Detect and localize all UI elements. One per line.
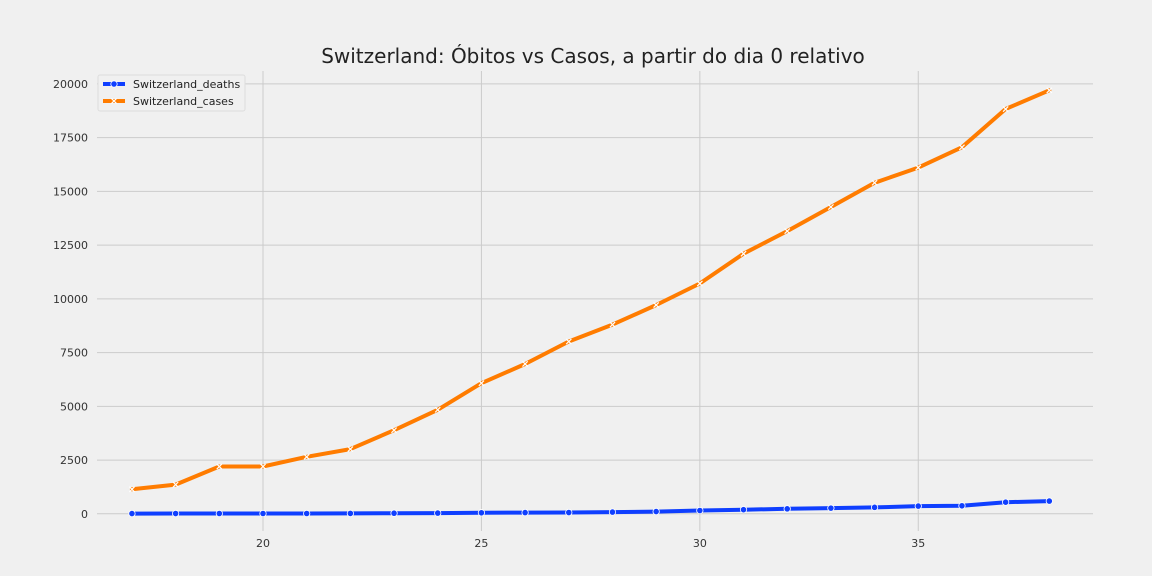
data-point [783, 505, 791, 513]
legend-box [97, 74, 246, 112]
legend-label: Switzerland_deaths [133, 78, 240, 91]
data-point [827, 504, 835, 512]
series-line [129, 499, 1052, 516]
axis-tick-labels: 0 2500 5000 7500 10000 12500 15000 17500 20000 20… [53, 78, 925, 550]
data-point [303, 509, 311, 518]
data-point [391, 427, 398, 434]
data-point [1002, 498, 1010, 506]
data-point [739, 506, 748, 514]
data-point [696, 506, 704, 515]
data-point [390, 509, 398, 517]
data-point [346, 509, 354, 517]
data-point [477, 509, 486, 517]
data-point [521, 508, 529, 517]
chart-title: Switzerland: Óbitos vs Casos, a partir d… [321, 44, 865, 68]
y-tick-label: 20000 [53, 78, 88, 91]
legend-item: Switzerland_cases [103, 95, 234, 108]
data-point [478, 380, 485, 387]
y-tick-label: 12500 [53, 239, 88, 252]
data-point [915, 164, 922, 171]
data-point [958, 502, 966, 510]
data-point [128, 486, 135, 493]
y-tick-label: 5000 [60, 400, 88, 413]
y-tick-label: 17500 [53, 132, 88, 145]
y-tick-label: 7500 [60, 347, 88, 360]
data-point [696, 280, 703, 287]
data-point [784, 228, 791, 235]
data-point [827, 203, 834, 211]
data-point [303, 453, 310, 460]
y-tick-label: 2500 [60, 454, 88, 467]
data-point [870, 503, 879, 511]
data-point [653, 301, 660, 309]
data-point [215, 509, 223, 518]
data-point [565, 508, 573, 517]
data-point [128, 509, 136, 518]
x-tick-label: 30 [693, 537, 707, 550]
y-tick-label: 0 [81, 508, 88, 521]
x-tick-label: 35 [911, 537, 925, 550]
data-point [740, 250, 747, 257]
data-point [608, 508, 617, 516]
data-point [871, 179, 878, 186]
series-line [129, 88, 1052, 492]
x-tick-label: 20 [256, 537, 270, 550]
legend: Switzerland_deaths Switzerland_cases [97, 74, 246, 112]
data-point [259, 509, 267, 518]
x-tick-label: 25 [474, 537, 488, 550]
grid-lines [97, 71, 1093, 531]
data-point [914, 502, 922, 510]
series-Switzerland_deaths [128, 497, 1053, 518]
data-point [565, 338, 572, 345]
data-point [434, 406, 441, 413]
data-point [259, 463, 267, 470]
legend-label: Switzerland_cases [133, 95, 234, 108]
data-point [347, 446, 354, 453]
data-point [1045, 497, 1053, 505]
series-Switzerland_cases [128, 87, 1053, 493]
data-point [1002, 106, 1009, 113]
data-point [172, 481, 179, 488]
legend-item: Switzerland_deaths [103, 78, 240, 91]
data-point [958, 144, 965, 151]
data-point [1046, 87, 1053, 94]
y-tick-label: 10000 [53, 293, 88, 306]
data-point [652, 507, 660, 516]
series-layer [128, 87, 1053, 518]
legend-marker [110, 97, 118, 105]
data-point [216, 463, 223, 470]
data-point [172, 509, 180, 518]
y-tick-label: 15000 [53, 185, 88, 198]
legend-marker [110, 80, 118, 88]
data-point [609, 321, 616, 328]
data-point [434, 509, 442, 517]
data-point [522, 360, 529, 367]
